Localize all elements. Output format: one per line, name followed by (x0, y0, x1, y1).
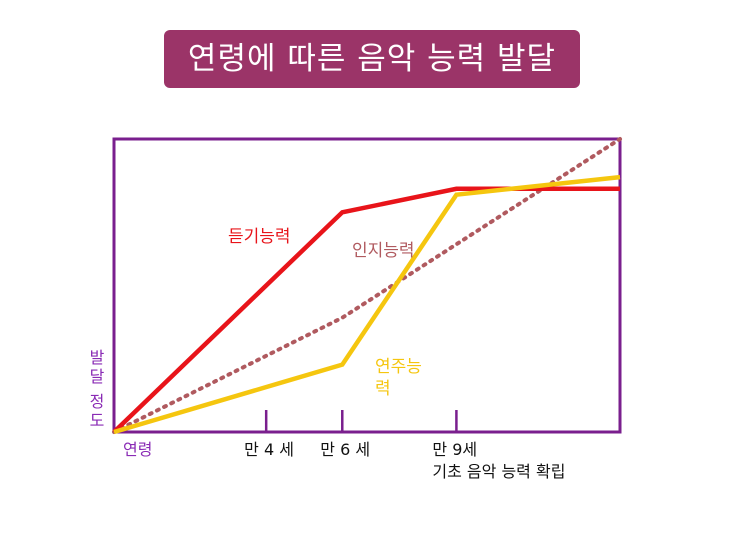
title-banner: 연령에 따른 음악 능력 발달 (164, 30, 580, 88)
x-tick-label-6: 만 6 세 (320, 440, 370, 459)
plot-frame (112, 137, 622, 434)
x-tick-sublabel-9: 기초 음악 능력 확립 (432, 462, 565, 481)
x-tick-label-4: 만 4 세 (244, 440, 294, 459)
series-label-2: 인지능력 (352, 241, 415, 261)
series-label-1: 듣기능력 (228, 227, 291, 247)
series-line-1 (112, 186, 620, 434)
y-axis-label-line-2: 정도 (89, 392, 105, 430)
series-label-3: 연주능 (375, 357, 422, 377)
x-tick-label-9: 만 9세 (432, 440, 477, 459)
y-axis-label-line-1: 발달 (89, 348, 105, 386)
chart-title: 연령에 따른 음악 능력 발달 (187, 41, 557, 77)
series-line-3 (113, 174, 621, 435)
x-axis-label: 연령 (123, 440, 152, 459)
series-label-3-line-2: 력 (375, 379, 391, 399)
series-line-2 (112, 137, 622, 434)
